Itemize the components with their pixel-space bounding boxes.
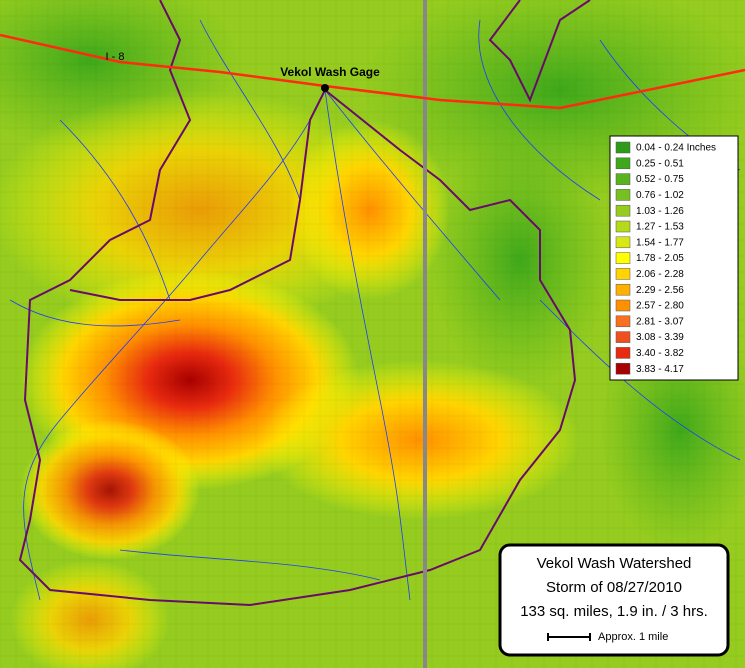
legend-swatch	[615, 283, 631, 296]
legend-swatch	[615, 141, 631, 154]
legend-label: 0.76 - 1.02	[636, 190, 684, 201]
title: Vekol Wash Watershed	[537, 555, 692, 572]
legend-swatch	[615, 236, 631, 249]
highway-label: I - 8	[106, 51, 125, 63]
legend-label: 2.06 - 2.28	[636, 269, 684, 280]
legend-swatch	[615, 189, 631, 201]
legend-swatch	[615, 252, 631, 264]
legend-label: 0.04 - 0.24 Inches	[636, 143, 716, 154]
legend-swatch	[615, 362, 631, 375]
gage-point	[321, 84, 329, 92]
legend-label: 1.54 - 1.77	[636, 237, 684, 248]
legend-label: 3.40 - 3.82	[636, 348, 684, 359]
legend-swatch	[615, 331, 631, 343]
title-box-frame	[498, 543, 730, 657]
legend-label: 2.57 - 2.80	[636, 301, 684, 312]
legend-swatch	[615, 173, 631, 185]
legend-swatch	[615, 220, 631, 233]
scale-label: Approx. 1 mile	[598, 631, 668, 643]
legend-label: 3.08 - 3.39	[636, 332, 684, 343]
legend-swatch	[615, 204, 631, 217]
watershed-boundary	[18, 0, 591, 607]
legend-label: 2.29 - 2.56	[636, 285, 684, 296]
legend-swatch	[615, 268, 631, 280]
legend-swatch	[615, 157, 631, 170]
legend-label: 1.27 - 1.53	[636, 222, 684, 233]
legend-label: 2.81 - 3.07	[636, 316, 684, 327]
summary: 133 sq. miles, 1.9 in. / 3 hrs.	[520, 603, 708, 620]
legend-label: 0.52 - 0.75	[636, 174, 684, 185]
legend-swatch	[615, 299, 631, 312]
legend-label: 0.25 - 0.51	[636, 158, 684, 169]
title-box: Vekol Wash Watershed Storm of 08/27/2010…	[498, 543, 730, 657]
legend-swatch	[615, 315, 631, 328]
legend: 0.04 - 0.24 Inches 0.25 - 0.51 0.52 - 0.75…	[609, 135, 739, 381]
storm-date: Storm of 08/27/2010	[546, 579, 682, 596]
legend-swatch	[615, 347, 631, 359]
legend-box	[609, 135, 739, 381]
legend-label: 3.83 - 4.17	[636, 364, 684, 375]
gage-label: Vekol Wash Gage	[280, 65, 380, 79]
legend-label: 1.78 - 2.05	[636, 253, 684, 264]
legend-label: 1.03 - 1.26	[636, 206, 684, 217]
streams	[9, 19, 741, 601]
